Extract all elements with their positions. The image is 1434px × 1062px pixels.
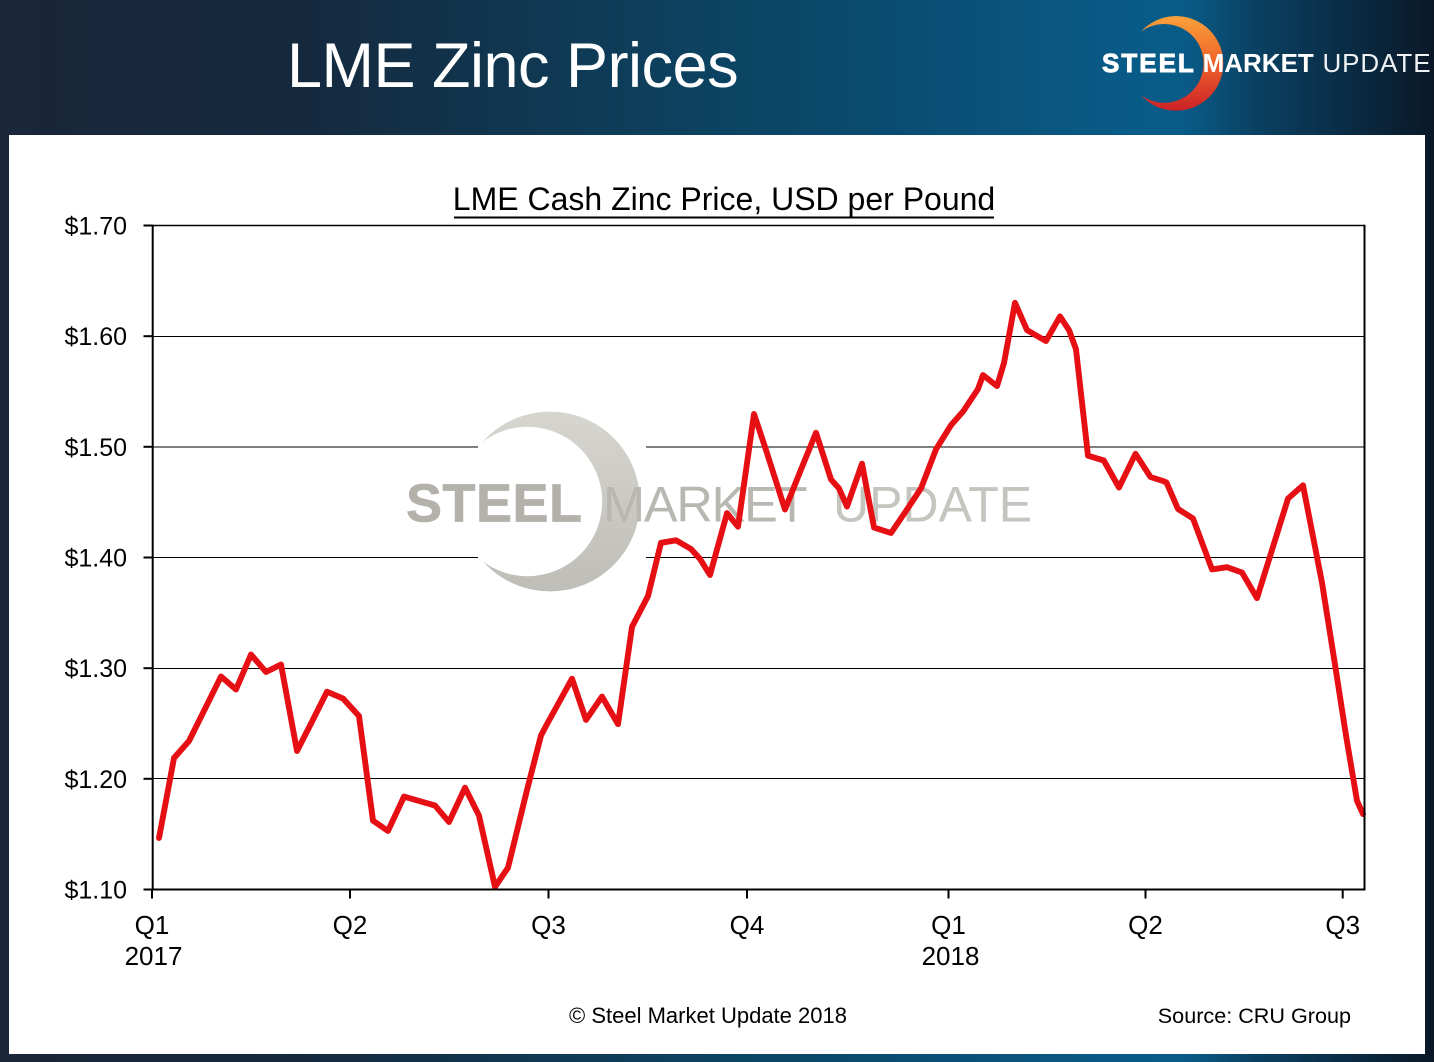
svg-text:© Steel Market Update 2018: © Steel Market Update 2018 xyxy=(569,1003,847,1028)
svg-text:LME Zinc Prices: LME Zinc Prices xyxy=(287,31,738,101)
svg-text:Source: CRU Group: Source: CRU Group xyxy=(1158,1003,1351,1028)
svg-text:Q4: Q4 xyxy=(730,910,765,940)
svg-text:$1.40: $1.40 xyxy=(64,545,127,573)
svg-text:2017: 2017 xyxy=(125,941,183,971)
svg-text:UPDATE: UPDATE xyxy=(833,477,1032,533)
svg-text:Q2: Q2 xyxy=(333,910,368,940)
svg-text:LME Cash Zinc Price, USD per P: LME Cash Zinc Price, USD per Pound xyxy=(453,181,995,217)
svg-text:MARKET: MARKET xyxy=(603,476,807,533)
svg-text:$1.70: $1.70 xyxy=(64,213,127,241)
svg-text:$1.60: $1.60 xyxy=(64,323,127,351)
svg-text:Q1: Q1 xyxy=(931,910,966,940)
svg-text:STEEL: STEEL xyxy=(406,474,583,534)
svg-text:MARKET: MARKET xyxy=(1203,48,1314,78)
svg-text:2018: 2018 xyxy=(922,941,980,971)
svg-text:$1.30: $1.30 xyxy=(64,655,127,683)
svg-text:Q3: Q3 xyxy=(1325,910,1360,940)
svg-text:$1.50: $1.50 xyxy=(64,434,127,462)
svg-text:$1.10: $1.10 xyxy=(64,877,127,905)
svg-text:Q1: Q1 xyxy=(135,910,170,940)
svg-text:STEEL: STEEL xyxy=(1102,48,1196,78)
svg-text:UPDATE: UPDATE xyxy=(1323,48,1432,78)
svg-text:Q2: Q2 xyxy=(1128,910,1163,940)
svg-text:$1.20: $1.20 xyxy=(64,766,127,794)
svg-text:Q3: Q3 xyxy=(531,910,566,940)
